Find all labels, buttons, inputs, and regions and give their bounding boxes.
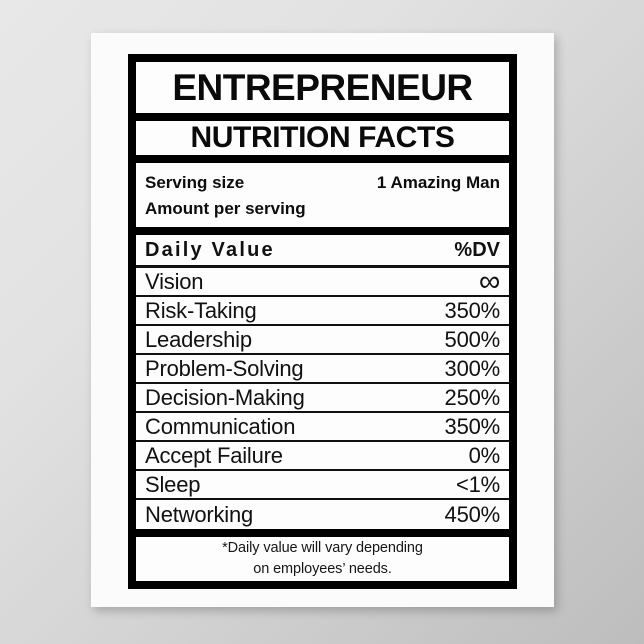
footnote-line-1: *Daily value will vary depending xyxy=(222,540,423,556)
row-value: 250% xyxy=(444,384,501,410)
table-row: Sleep <1% xyxy=(136,471,509,501)
row-label: Communication xyxy=(145,413,296,439)
column-header-value: %DV xyxy=(454,239,500,262)
nutrition-label-frame: ENTREPRENEUR NUTRITION FACTS Serving siz… xyxy=(128,54,517,589)
divider-table-footnote xyxy=(136,529,509,538)
row-value: 350% xyxy=(444,413,501,439)
divider-title-subtitle xyxy=(136,113,509,122)
row-value: <1% xyxy=(455,471,500,497)
footnote-line-2: on employees’ needs. xyxy=(253,561,392,578)
row-label: Networking xyxy=(145,501,254,527)
row-label: Risk-Taking xyxy=(145,297,257,323)
divider-serving-table xyxy=(136,227,509,236)
table-header-row: Daily Value %DV xyxy=(136,235,509,269)
amount-per-serving-row: Amount per serving xyxy=(145,199,500,219)
column-header-name: Daily Value xyxy=(145,239,275,262)
serving-size-label: Serving size xyxy=(145,173,245,193)
row-value: 0% xyxy=(468,442,501,468)
row-label: Vision xyxy=(145,268,204,294)
row-label: Problem-Solving xyxy=(145,355,304,381)
footnote-box: *Daily value will vary depending on empl… xyxy=(136,537,509,581)
poster-title-box: ENTREPRENEUR xyxy=(136,62,509,114)
serving-size-row: Serving size 1 Amazing Man xyxy=(145,173,500,193)
serving-info-box: Serving size 1 Amazing Man Amount per se… xyxy=(136,163,509,228)
table-row: Vision ∞ xyxy=(136,265,509,299)
row-value: 450% xyxy=(444,501,501,527)
amount-per-serving-label: Amount per serving xyxy=(145,199,306,219)
poster-sheet: ENTREPRENEUR NUTRITION FACTS Serving siz… xyxy=(91,33,554,607)
table-row: Accept Failure 0% xyxy=(136,442,509,472)
poster-subtitle-box: NUTRITION FACTS xyxy=(136,121,509,156)
table-row: Networking 450% xyxy=(136,500,509,529)
row-label: Decision-Making xyxy=(145,384,305,410)
table-row: Leadership 500% xyxy=(136,326,509,356)
page-title: ENTREPRENEUR xyxy=(172,66,473,108)
row-value: ∞ xyxy=(478,265,500,299)
table-row: Communication 350% xyxy=(136,413,509,443)
serving-size-value: 1 Amazing Man xyxy=(376,173,500,193)
row-value: 500% xyxy=(444,326,501,352)
daily-value-table: Daily Value %DV Vision ∞ Risk-Taking 350… xyxy=(136,235,509,530)
page-subtitle: NUTRITION FACTS xyxy=(190,121,455,155)
divider-subtitle-serving xyxy=(136,155,509,164)
table-row: Risk-Taking 350% xyxy=(136,297,509,327)
row-label: Accept Failure xyxy=(145,442,283,468)
row-label: Sleep xyxy=(145,471,201,497)
table-row: Decision-Making 250% xyxy=(136,384,509,414)
row-value: 300% xyxy=(444,355,501,381)
row-value: 350% xyxy=(444,297,501,323)
table-row: Problem-Solving 300% xyxy=(136,355,509,385)
row-label: Leadership xyxy=(145,326,252,352)
